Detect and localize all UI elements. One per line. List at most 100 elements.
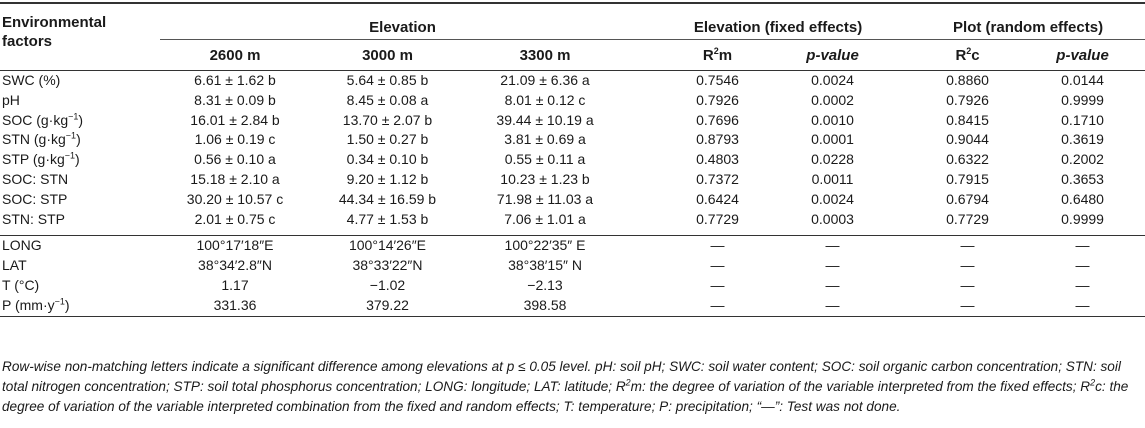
- cell-factor: SWC (%): [0, 69, 160, 91]
- cell-r2m: 0.6424: [696, 190, 739, 207]
- cell-p-random: —: [1075, 276, 1090, 293]
- cell-factor: SOC: STN: [2, 170, 69, 187]
- cell-factor: SOC (g·kg−1): [2, 110, 84, 128]
- cell-r2m: 0.7926: [696, 91, 739, 108]
- cell-p-random: 0.3653: [1061, 170, 1104, 187]
- cell-e3000: 13.70 ± 2.07 b: [342, 111, 433, 128]
- cell-r2m: 0.7546: [645, 69, 771, 91]
- cell-r2c: —: [960, 237, 975, 254]
- cell-r2m: —: [645, 295, 771, 317]
- col-header-random: Plot (random effects): [895, 2, 1145, 40]
- table-row: LONG 100°17′18″E 100°14′26″E 100°22′35″ E — —…: [0, 236, 1145, 256]
- cell-e3300: 71.98 ± 11.03 a: [496, 190, 594, 207]
- cell-e3000: 8.45 ± 0.08 a: [346, 91, 429, 108]
- cell-e3300: 38°38′15″ N: [508, 257, 582, 274]
- header-row-2: 2600 m 3000 m 3300 m R2m p-value R2c p-v…: [0, 40, 1145, 71]
- cell-e3000: 1.50 ± 0.27 b: [346, 131, 429, 148]
- table-row: STP (g·kg−1) 0.56 ± 0.10 a 0.34 ± 0.10 b 0.…: [0, 150, 1145, 170]
- table-row: pH 8.31 ± 0.09 b 8.45 ± 0.08 a 8.01 ± 0.12 …: [0, 91, 1145, 111]
- col-header-r2c: R2c: [955, 45, 980, 64]
- cell-e2600: 100°17′18″E: [196, 237, 274, 254]
- cell-p-fixed: 0.0003: [811, 210, 854, 227]
- col-header-elevation: Elevation: [160, 2, 646, 40]
- cell-e2600: 16.01 ± 2.84 b: [190, 111, 280, 128]
- cell-r2m: —: [710, 237, 725, 254]
- row-spacer: [0, 229, 1145, 237]
- cell-r2c: —: [960, 276, 975, 293]
- cell-p-random: —: [1020, 295, 1145, 317]
- cell-r2c: 0.6322: [946, 151, 989, 168]
- table-row: T (°C) 1.17 −1.02 −2.13 — — — —: [0, 276, 1145, 296]
- cell-r2m: 0.7696: [696, 111, 739, 128]
- cell-r2c: 0.9044: [946, 131, 989, 148]
- env-factors-line2: factors: [2, 33, 53, 50]
- footnote: Row-wise non-matching letters indicate a…: [2, 359, 1129, 414]
- cell-p-random: 0.6480: [1061, 190, 1104, 207]
- cell-e3000: 379.22: [310, 295, 465, 317]
- cell-factor: LONG: [2, 237, 42, 254]
- pvalue-label: p-value: [806, 46, 859, 64]
- cell-e2600: 30.20 ± 10.57 c: [186, 190, 284, 207]
- cell-p-random: 0.9999: [1061, 210, 1104, 227]
- table-row: STN: STP 2.01 ± 0.75 c 4.77 ± 1.53 b 7.06 ±…: [0, 210, 1145, 230]
- cell-r2m: —: [710, 257, 725, 274]
- cell-p-fixed: —: [825, 257, 840, 274]
- cell-r2c: 0.6794: [946, 190, 989, 207]
- header-row-1: Environmental factors Elevation Elevatio…: [0, 2, 1145, 71]
- col-header-2600: 2600 m: [209, 46, 261, 64]
- cell-p-random: 0.1710: [1061, 111, 1104, 128]
- col-header-pvalue-fixed: p-value: [770, 40, 895, 71]
- col-header-env-factors: Environmental factors: [0, 2, 160, 71]
- cell-r2c: 0.8415: [946, 111, 989, 128]
- cell-factor: STP (g·kg−1): [2, 150, 80, 168]
- cell-e3000: 5.64 ± 0.85 b: [310, 69, 465, 91]
- cell-p-random: 0.9999: [1061, 91, 1104, 108]
- cell-e3000: 4.77 ± 1.53 b: [346, 210, 429, 227]
- data-table: Environmental factors Elevation Elevatio…: [0, 2, 1145, 317]
- cell-e2600: 8.31 ± 0.09 b: [194, 91, 276, 108]
- cell-e3000: 44.34 ± 16.59 b: [338, 190, 437, 207]
- cell-e3300: 39.44 ± 10.19 a: [496, 111, 594, 128]
- cell-e2600: 331.36: [160, 295, 310, 317]
- cell-e3000: 100°14′26″E: [348, 237, 427, 254]
- cell-p-fixed: 0.0228: [811, 151, 854, 168]
- cell-e3300: 21.09 ± 6.36 a: [465, 69, 646, 91]
- cell-factor: SOC: STP: [2, 190, 68, 207]
- cell-factor: STN: STP: [2, 210, 66, 227]
- cell-e3000: 38°33′22″N: [352, 257, 423, 274]
- cell-p-fixed: 0.0024: [811, 190, 854, 207]
- cell-e3300: 398.58: [465, 295, 646, 317]
- cell-e3300: 10.23 ± 1.23 b: [500, 170, 590, 187]
- col-header-pvalue-random: p-value: [1020, 40, 1145, 71]
- table-row: SWC (%) 6.61 ± 1.62 b 5.64 ± 0.85 b 21.09 ±…: [0, 69, 1145, 91]
- cell-e3300: 0.55 ± 0.11 a: [504, 151, 586, 168]
- cell-r2m: 0.7372: [696, 170, 739, 187]
- col-header-3300: 3300 m: [519, 46, 571, 64]
- cell-p-fixed: 0.0010: [811, 111, 854, 128]
- cell-r2m: 0.4803: [696, 151, 739, 168]
- cell-r2c: 0.7915: [946, 170, 989, 187]
- cell-factor: P (mm·y−1): [0, 295, 160, 317]
- cell-p-fixed: 0.0002: [811, 91, 854, 108]
- table-row: P (mm·y−1) 331.36 379.22 398.58— — — —: [0, 295, 1145, 317]
- cell-factor: LAT: [2, 257, 27, 274]
- cell-e3300: 8.01 ± 0.12 c: [504, 91, 586, 108]
- cell-p-fixed: —: [825, 276, 840, 293]
- cell-p-fixed: —: [825, 237, 840, 254]
- cell-r2m: 0.8793: [696, 131, 739, 148]
- cell-e2600: 1.17: [221, 276, 249, 293]
- table-row: STN (g·kg−1) 1.06 ± 0.19 c 1.50 ± 0.27 b 3.…: [0, 130, 1145, 150]
- cell-e3000: 9.20 ± 1.12 b: [346, 170, 429, 187]
- cell-p-fixed: 0.0001: [811, 131, 854, 148]
- table-row: LAT 38°34′2.8″N 38°33′22″N 38°38′15″ N — — — —: [0, 256, 1145, 276]
- cell-e3000: −1.02: [369, 276, 406, 293]
- env-factors-line1: Environmental: [2, 14, 107, 31]
- col-header-r2m: R2m: [702, 45, 733, 64]
- table-row: SOC: STN 15.18 ± 2.10 a 9.20 ± 1.12 b 10.23…: [0, 170, 1145, 190]
- cell-r2c: 0.7729: [946, 210, 989, 227]
- col-header-3000: 3000 m: [362, 46, 413, 64]
- spacer-cell: [0, 229, 1145, 237]
- cell-p-random: —: [1075, 257, 1090, 274]
- cell-r2m: 0.7729: [696, 210, 739, 227]
- table-body: SWC (%) 6.61 ± 1.62 b 5.64 ± 0.85 b 21.09 ±…: [0, 69, 1145, 317]
